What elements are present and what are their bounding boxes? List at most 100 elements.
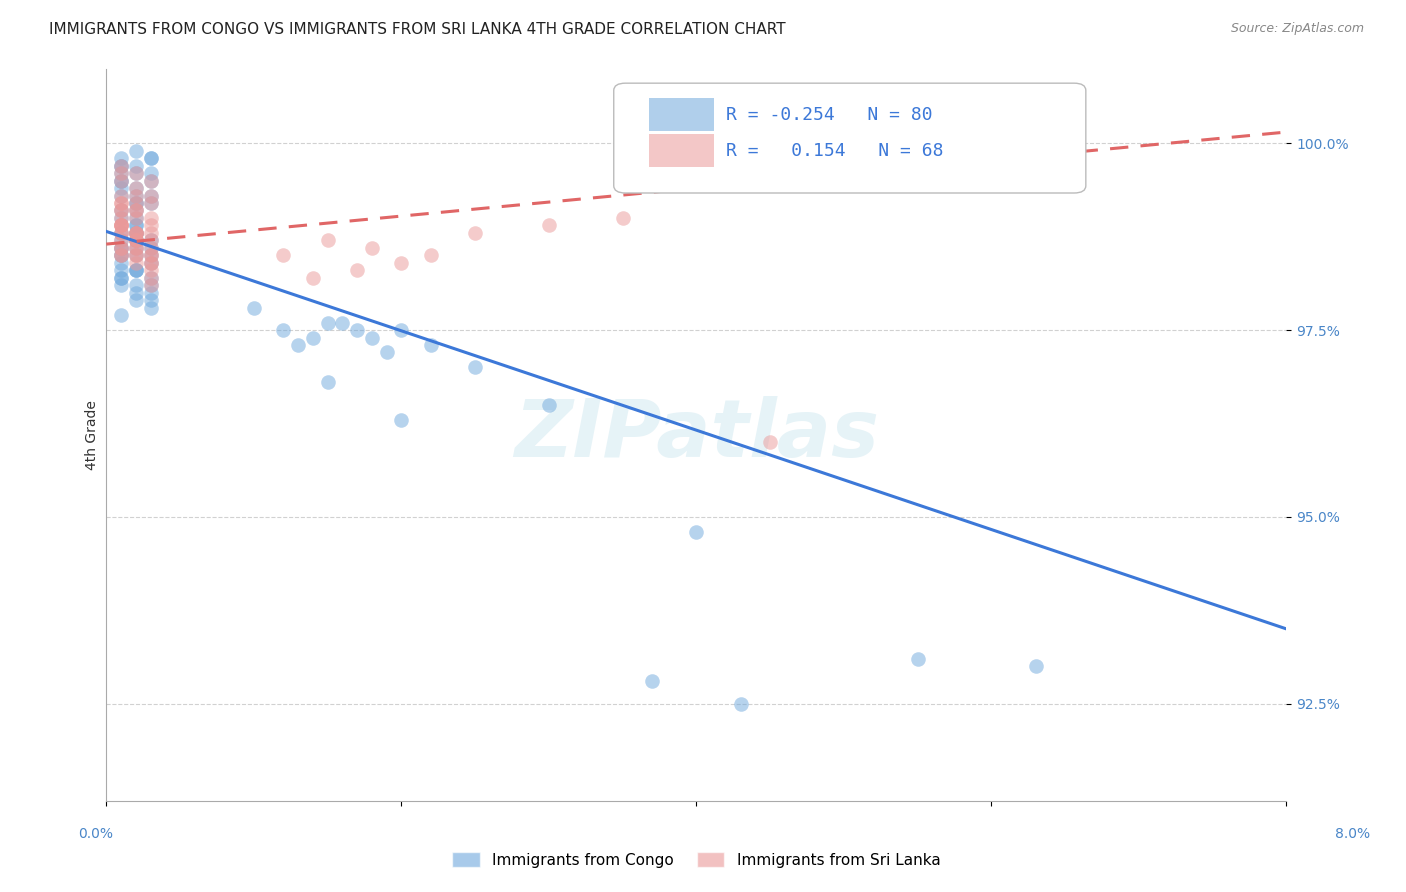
Point: [139, 270, 162, 285]
Point: [125, 211, 148, 225]
Point: [139, 278, 162, 293]
Text: R =   0.154   N = 68: R = 0.154 N = 68: [725, 142, 943, 161]
Point: [125, 278, 148, 293]
Point: [139, 166, 162, 180]
Point: [125, 196, 148, 211]
Point: [110, 278, 132, 293]
Point: [110, 270, 132, 285]
Point: [125, 241, 148, 255]
Point: [1025, 659, 1047, 673]
Point: [125, 226, 148, 240]
Point: [125, 188, 148, 202]
Point: [110, 226, 132, 240]
Point: [316, 376, 339, 390]
Point: [139, 211, 162, 225]
Point: [125, 233, 148, 247]
Point: [110, 173, 132, 187]
Point: [110, 233, 132, 247]
Point: [125, 256, 148, 270]
Point: [110, 159, 132, 173]
Point: [139, 173, 162, 187]
Point: [110, 203, 132, 218]
Point: [110, 159, 132, 173]
Point: [110, 308, 132, 322]
Point: [125, 226, 148, 240]
Point: [139, 151, 162, 165]
Point: [139, 248, 162, 262]
Point: [139, 285, 162, 300]
Point: [139, 226, 162, 240]
Point: [360, 330, 382, 344]
Point: [110, 248, 132, 262]
Text: ZIPatlas: ZIPatlas: [513, 396, 879, 474]
Text: Source: ZipAtlas.com: Source: ZipAtlas.com: [1230, 22, 1364, 36]
Point: [125, 219, 148, 233]
Point: [139, 188, 162, 202]
Point: [125, 203, 148, 218]
Point: [110, 219, 132, 233]
Point: [537, 398, 560, 412]
Point: [110, 181, 132, 195]
Point: [125, 196, 148, 211]
Point: [139, 301, 162, 315]
Point: [125, 166, 148, 180]
Point: [125, 144, 148, 158]
FancyBboxPatch shape: [650, 98, 714, 131]
Point: [139, 188, 162, 202]
Text: 0.0%: 0.0%: [79, 827, 112, 841]
Point: [110, 248, 132, 262]
Point: [125, 226, 148, 240]
Point: [125, 263, 148, 277]
Point: [125, 203, 148, 218]
Point: [125, 181, 148, 195]
Point: [110, 196, 132, 211]
Point: [125, 159, 148, 173]
Point: [125, 233, 148, 247]
Point: [110, 241, 132, 255]
Point: [125, 233, 148, 247]
Point: [110, 241, 132, 255]
Point: [139, 219, 162, 233]
Point: [139, 293, 162, 307]
Point: [125, 248, 148, 262]
Point: [110, 151, 132, 165]
Point: [110, 233, 132, 247]
Point: [139, 256, 162, 270]
Point: [287, 338, 309, 352]
Point: [110, 196, 132, 211]
Point: [125, 196, 148, 211]
Point: [125, 226, 148, 240]
Point: [375, 345, 398, 359]
Point: [110, 211, 132, 225]
Point: [389, 323, 412, 337]
Point: [139, 241, 162, 255]
Point: [360, 241, 382, 255]
Point: [110, 256, 132, 270]
Point: [110, 226, 132, 240]
Point: [139, 256, 162, 270]
Text: R = -0.254   N = 80: R = -0.254 N = 80: [725, 105, 932, 124]
Point: [139, 233, 162, 247]
Point: [110, 219, 132, 233]
Point: [346, 323, 368, 337]
Point: [139, 241, 162, 255]
Point: [125, 233, 148, 247]
Point: [110, 203, 132, 218]
Point: [125, 248, 148, 262]
Point: [730, 697, 752, 711]
Point: [125, 226, 148, 240]
Point: [612, 211, 634, 225]
Point: [125, 233, 148, 247]
Point: [139, 151, 162, 165]
Point: [139, 173, 162, 187]
Point: [110, 219, 132, 233]
Point: [346, 263, 368, 277]
Point: [139, 196, 162, 211]
Point: [125, 241, 148, 255]
Point: [419, 248, 441, 262]
Point: [301, 330, 323, 344]
Point: [110, 188, 132, 202]
Point: [139, 278, 162, 293]
Point: [110, 248, 132, 262]
Point: [139, 248, 162, 262]
